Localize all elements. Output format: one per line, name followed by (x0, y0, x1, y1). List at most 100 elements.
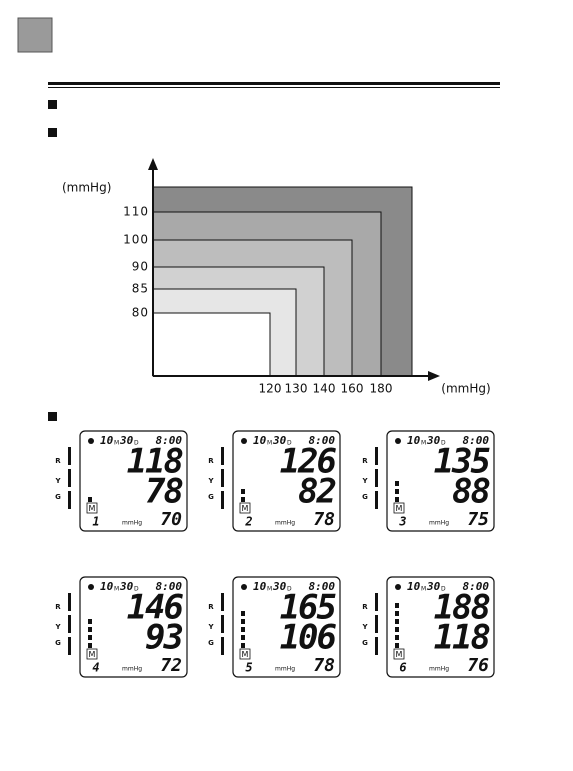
memory-number: 1 (92, 515, 99, 529)
row-label: Y (54, 623, 61, 631)
level-segment (88, 627, 92, 632)
level-segment (88, 643, 92, 648)
systolic: 126 (280, 442, 337, 482)
time: 8:00 (463, 580, 490, 593)
lcd-frame (386, 576, 495, 678)
memory-number: 5 (245, 661, 252, 675)
row-label: G (362, 493, 368, 501)
row-label: R (55, 603, 61, 611)
memory-box (393, 502, 405, 514)
time: 8:00 (156, 434, 183, 447)
indicator-bar (68, 637, 71, 655)
month-mark: M (267, 440, 272, 447)
y-unit: (mmHg) (62, 181, 111, 195)
systolic: 146 (127, 588, 184, 628)
lcd-frame (79, 576, 188, 678)
day: 30 (272, 434, 287, 447)
level-segment (241, 635, 245, 640)
diastolic: 118 (434, 618, 490, 658)
month: 10 (253, 434, 267, 447)
row-label: Y (207, 477, 214, 485)
lcd-frame (79, 430, 188, 532)
pulse: 78 (313, 655, 335, 676)
x-label: 180 (370, 382, 393, 396)
memory-box (86, 502, 98, 514)
x-arrow (428, 371, 440, 381)
level-segment (395, 481, 399, 486)
row-label: Y (207, 623, 214, 631)
systolic: 165 (280, 588, 337, 628)
month-mark: M (421, 586, 426, 593)
month-mark: M (114, 586, 119, 593)
systolic: 135 (434, 442, 491, 482)
time: 8:00 (309, 580, 336, 593)
level-segment (88, 635, 92, 640)
memory: M (89, 504, 96, 513)
row-label: G (55, 493, 61, 501)
x-label: 120 (259, 382, 282, 396)
pulse: 72 (160, 655, 182, 676)
memory: M (396, 504, 403, 513)
indicator-bar (68, 593, 71, 611)
level-segment (241, 489, 245, 494)
indicator-bar (221, 491, 224, 509)
day: 30 (119, 434, 134, 447)
level-segment (395, 627, 399, 632)
month: 10 (253, 580, 267, 593)
day: 30 (272, 580, 287, 593)
memory: M (242, 650, 249, 659)
memory-box (86, 648, 98, 660)
heart-icon (241, 584, 247, 590)
systolic: 118 (127, 442, 183, 482)
heart-icon (395, 438, 401, 444)
indicator-bar (375, 615, 378, 633)
y-label: 100 (123, 233, 149, 247)
indicator-bar (68, 469, 71, 487)
time: 8:00 (309, 434, 336, 447)
level-segment (241, 497, 245, 502)
row-label: G (208, 493, 214, 501)
month-mark: M (421, 440, 426, 447)
memory-number: 4 (92, 661, 99, 675)
day-mark: D (287, 440, 292, 447)
lcd-frame (386, 430, 495, 532)
level-segment (395, 603, 399, 608)
level-segment (395, 489, 399, 494)
lcd-frame (232, 430, 341, 532)
level-segment (241, 643, 245, 648)
unit: mmHg (429, 666, 449, 673)
pulse: 76 (467, 655, 489, 676)
indicator-bar (375, 447, 378, 465)
y-arrow (148, 158, 158, 170)
indicator-bar (375, 491, 378, 509)
rule (48, 82, 500, 85)
indicator-bar (375, 593, 378, 611)
unit: mmHg (429, 520, 449, 527)
lcd-frame (232, 576, 341, 678)
month-mark: M (267, 586, 272, 593)
row-label: G (55, 639, 61, 647)
row-label: R (362, 603, 368, 611)
unit: mmHg (275, 520, 295, 527)
memory-number: 2 (244, 515, 252, 529)
day: 30 (426, 434, 441, 447)
memory: M (242, 504, 249, 513)
level-segment (395, 635, 399, 640)
level-segment (88, 619, 92, 624)
unit: mmHg (275, 666, 295, 673)
day: 30 (426, 580, 441, 593)
row-label: R (208, 457, 214, 465)
memory-number: 3 (398, 515, 406, 529)
memory: M (396, 650, 403, 659)
day-mark: D (441, 440, 446, 447)
month-mark: M (114, 440, 119, 447)
heart-icon (88, 438, 94, 444)
level-segment (241, 611, 245, 616)
